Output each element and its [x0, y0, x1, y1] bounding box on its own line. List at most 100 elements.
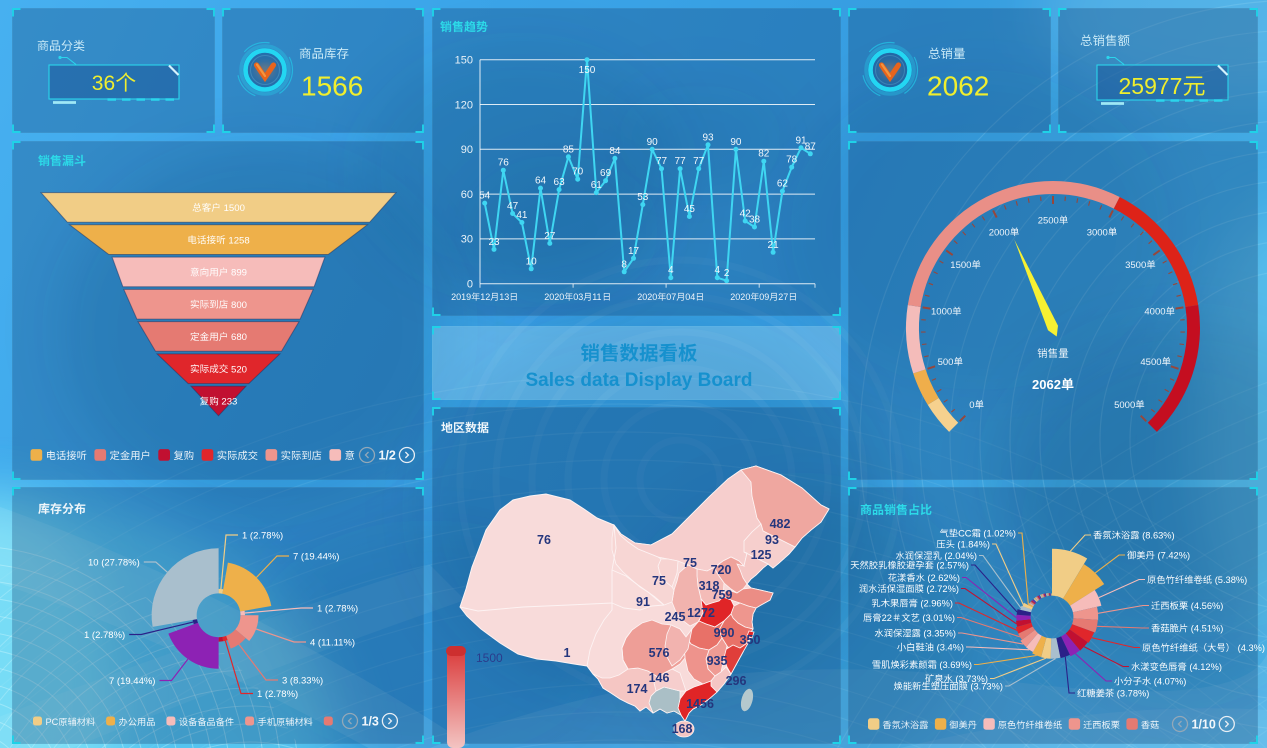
svg-text:(8.63%): (8.63%): [1142, 531, 1175, 541]
svg-text:2020: 2020: [730, 292, 750, 302]
svg-text:42: 42: [740, 209, 752, 220]
svg-text:36: 36: [92, 72, 115, 95]
svg-text:45: 45: [684, 204, 696, 215]
svg-text:1500: 1500: [224, 203, 245, 214]
svg-text:0: 0: [969, 400, 974, 411]
svg-text:PC: PC: [46, 717, 59, 727]
svg-text:63: 63: [554, 177, 566, 188]
svg-text:1456: 1456: [686, 697, 714, 711]
svg-text:168: 168: [672, 722, 693, 736]
svg-text:12: 12: [480, 292, 490, 302]
svg-text:CC: CC: [958, 529, 972, 539]
svg-text:41: 41: [516, 210, 528, 221]
svg-text:(4.07%): (4.07%): [1154, 677, 1187, 687]
svg-text:1566: 1566: [301, 71, 363, 102]
svg-text:(2.62%): (2.62%): [927, 573, 960, 583]
svg-text:(4.12%): (4.12%): [1189, 662, 1222, 672]
svg-text:935: 935: [707, 654, 728, 668]
svg-text:61: 61: [591, 180, 603, 191]
svg-text:576: 576: [649, 646, 670, 660]
svg-text:7 (19.44%): 7 (19.44%): [109, 676, 155, 687]
svg-text:7 (19.44%): 7 (19.44%): [293, 552, 339, 563]
svg-text:174: 174: [627, 682, 648, 696]
svg-text:54: 54: [479, 191, 491, 202]
svg-text:75: 75: [652, 574, 666, 588]
svg-text:78: 78: [786, 155, 798, 166]
svg-text:22: 22: [882, 613, 892, 623]
svg-text:680: 680: [231, 332, 247, 343]
svg-text:3500: 3500: [1125, 260, 1146, 271]
svg-text:125: 125: [751, 548, 772, 562]
svg-text:84: 84: [609, 146, 621, 157]
svg-text:3 (8.33%): 3 (8.33%): [282, 676, 323, 687]
svg-text:2020: 2020: [637, 292, 657, 302]
svg-text:4000: 4000: [1144, 307, 1165, 318]
svg-text:76: 76: [498, 158, 510, 169]
svg-text:2019: 2019: [451, 292, 471, 302]
svg-text:2062: 2062: [927, 71, 989, 102]
svg-text:3000: 3000: [1087, 227, 1108, 238]
svg-text:90: 90: [730, 137, 742, 148]
svg-text:93: 93: [765, 533, 779, 547]
svg-text:70: 70: [572, 167, 584, 178]
svg-text:60: 60: [461, 189, 473, 201]
svg-text:(3.01%): (3.01%): [922, 613, 955, 623]
svg-text:(2.57%): (2.57%): [936, 561, 969, 571]
svg-text:8: 8: [621, 259, 627, 270]
svg-text:2062: 2062: [1032, 377, 1061, 392]
svg-text:82: 82: [758, 149, 770, 160]
svg-text:146: 146: [649, 671, 670, 685]
svg-text:4500: 4500: [1140, 357, 1161, 368]
svg-text:990: 990: [714, 626, 735, 640]
svg-text:(3.78%): (3.78%): [1117, 689, 1150, 699]
svg-text:03: 03: [573, 292, 583, 302]
svg-text:1000: 1000: [931, 307, 952, 318]
svg-text:77: 77: [693, 156, 705, 167]
svg-text:(3.35%): (3.35%): [923, 629, 956, 639]
svg-text:2: 2: [724, 268, 730, 279]
svg-text:350: 350: [740, 633, 761, 647]
svg-text:69: 69: [600, 168, 612, 179]
svg-text:(2.04%): (2.04%): [944, 551, 977, 561]
svg-text:245: 245: [665, 610, 686, 624]
svg-text:(4.51%): (4.51%): [1191, 624, 1224, 634]
svg-text:(3.4%): (3.4%): [937, 643, 964, 653]
svg-text:91: 91: [795, 135, 807, 146]
svg-text:899: 899: [231, 268, 247, 279]
svg-text:(4.3%): (4.3%): [1238, 643, 1265, 653]
svg-text:09: 09: [759, 292, 769, 302]
svg-text:233: 233: [221, 397, 237, 408]
svg-text:1: 1: [564, 646, 571, 660]
svg-text:(3.73%): (3.73%): [955, 674, 988, 684]
svg-text:520: 520: [231, 364, 247, 375]
svg-text:38: 38: [749, 215, 761, 226]
svg-text:76: 76: [537, 533, 551, 547]
svg-text:296: 296: [726, 674, 747, 688]
svg-text:150: 150: [579, 65, 596, 76]
svg-text:27: 27: [544, 231, 556, 242]
svg-text:90: 90: [647, 137, 659, 148]
svg-text:93: 93: [702, 132, 714, 143]
svg-text:1500: 1500: [476, 651, 503, 665]
svg-text:500: 500: [938, 357, 954, 368]
svg-text:(3.69%): (3.69%): [939, 660, 972, 670]
svg-text:77: 77: [656, 156, 668, 167]
svg-text:2500: 2500: [1038, 216, 1059, 227]
svg-text:1/10: 1/10: [1192, 718, 1216, 732]
svg-text:1 (2.78%): 1 (2.78%): [317, 604, 358, 615]
svg-text:482: 482: [770, 517, 791, 531]
svg-text:(1.84%): (1.84%): [957, 540, 990, 550]
svg-text:1/2: 1/2: [379, 449, 396, 463]
svg-text:2020: 2020: [544, 292, 564, 302]
svg-text:77: 77: [675, 156, 687, 167]
svg-text:1 (2.78%): 1 (2.78%): [84, 630, 125, 641]
svg-text:90: 90: [461, 144, 473, 156]
svg-text:87: 87: [805, 141, 817, 152]
svg-text:2000: 2000: [989, 227, 1010, 238]
svg-text:1 (2.78%): 1 (2.78%): [257, 689, 298, 700]
svg-text:(2.96%): (2.96%): [920, 599, 953, 609]
svg-text:(3.73%): (3.73%): [970, 682, 1003, 692]
svg-text:(7.42%): (7.42%): [1158, 551, 1191, 561]
svg-text:318: 318: [699, 579, 720, 593]
svg-text:10: 10: [526, 256, 538, 267]
